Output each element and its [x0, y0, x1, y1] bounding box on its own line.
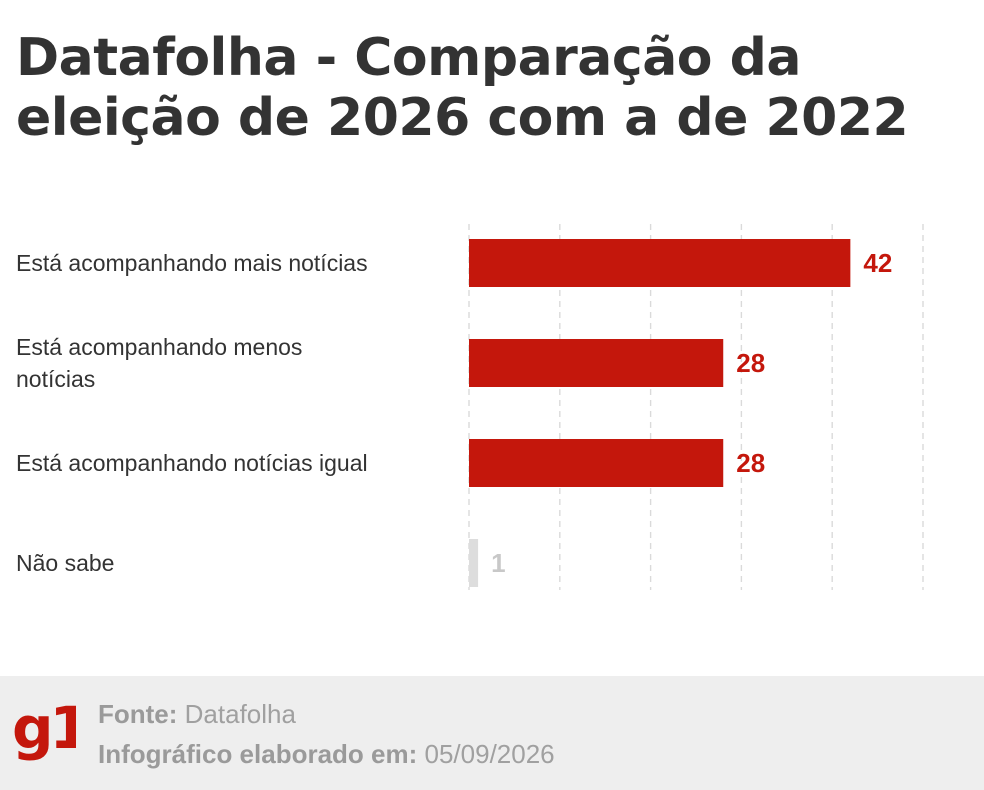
category-label: Está acompanhando notícias igual — [16, 450, 368, 476]
bar — [469, 539, 479, 587]
value-label: 42 — [863, 248, 892, 278]
category-label: Não sabe — [16, 550, 114, 576]
bar-chart: Está acompanhando mais notícias Está acom… — [16, 224, 924, 590]
value-labels: 42 28 28 1 — [491, 248, 892, 578]
g1-logo: g1 — [12, 698, 76, 762]
source-label: Fonte: — [98, 699, 178, 729]
bar — [469, 339, 724, 387]
category-label: Está acompanhando mais notícias — [16, 250, 368, 276]
footer-text: Fonte: Datafolha Infográfico elaborado e… — [98, 694, 555, 774]
date-line: Infográfico elaborado em: 05/09/2026 — [98, 734, 555, 774]
bar — [469, 439, 724, 487]
g1-logo-text: g1 — [12, 698, 76, 762]
bar — [469, 239, 851, 287]
chart-title: Datafolha - Comparação da eleição de 202… — [16, 28, 909, 148]
source-line: Fonte: Datafolha — [98, 694, 555, 734]
category-labels: Está acompanhando mais notícias Está acom… — [16, 250, 368, 576]
value-label: 28 — [736, 348, 765, 378]
date-label: Infográfico elaborado em: — [98, 739, 418, 769]
footer: g1 Fonte: Datafolha Infográfico elaborad… — [0, 676, 984, 790]
value-label: 28 — [736, 448, 765, 478]
value-label: 1 — [491, 548, 505, 578]
bars — [469, 239, 851, 587]
source-value: Datafolha — [184, 699, 296, 729]
date-value: 05/09/2026 — [424, 739, 555, 769]
category-label: Está acompanhando menos notícias — [16, 334, 302, 392]
